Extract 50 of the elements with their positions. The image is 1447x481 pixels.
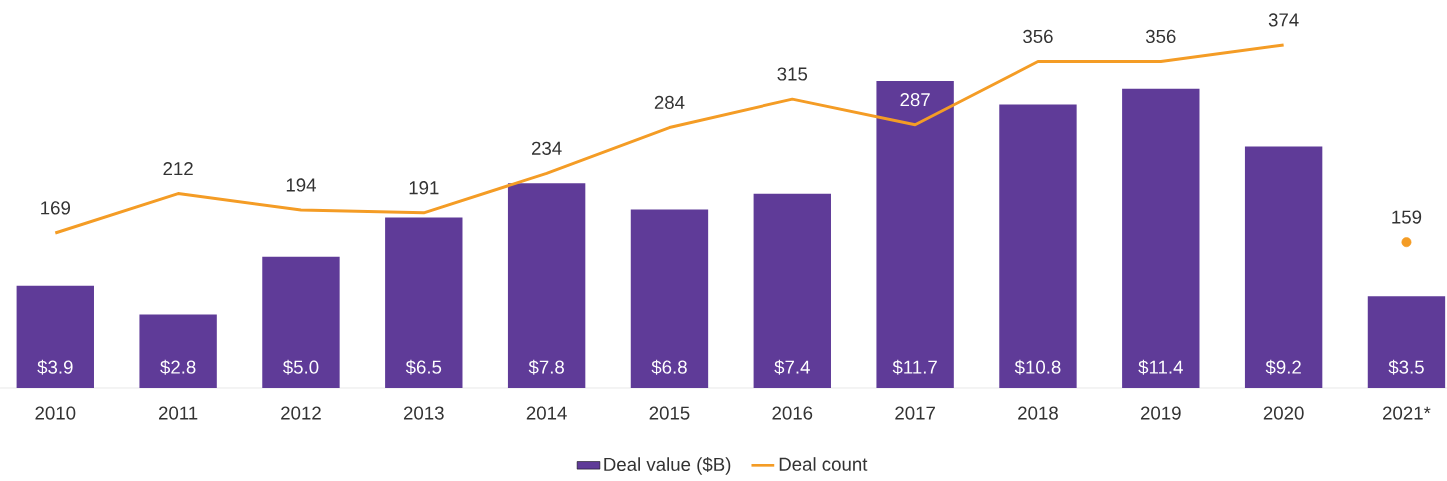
bar xyxy=(876,80,954,388)
x-tick-label: 2015 xyxy=(649,406,690,420)
bar xyxy=(16,285,94,388)
bar xyxy=(999,104,1077,388)
bar xyxy=(630,209,709,388)
data-label: 169 xyxy=(41,201,70,215)
data-label: $11.7 xyxy=(892,359,937,375)
data-label: $6.8 xyxy=(651,359,687,375)
data-label: $6.5 xyxy=(405,359,442,375)
bar xyxy=(753,193,831,388)
x-tick-label: 2018 xyxy=(1018,406,1058,420)
data-label: $7.4 xyxy=(774,359,810,375)
bar xyxy=(385,217,463,388)
data-label: $5.0 xyxy=(283,359,319,375)
data-label: 315 xyxy=(777,67,808,81)
data-label: 284 xyxy=(654,95,685,110)
data-label: 159 xyxy=(1392,210,1422,224)
data-label: 191 xyxy=(409,181,439,195)
bar xyxy=(507,183,586,388)
data-label: 374 xyxy=(1268,13,1299,27)
x-tick-label: 2014 xyxy=(526,406,567,420)
legend-label: Deal count xyxy=(779,457,868,471)
data-label: $11.4 xyxy=(1138,359,1183,375)
bar xyxy=(139,314,217,388)
data-label: 194 xyxy=(286,178,316,192)
data-label: 212 xyxy=(163,162,193,176)
x-tick-label: 2016 xyxy=(772,406,813,420)
x-tick-label: 2020 xyxy=(1263,406,1304,420)
bar xyxy=(262,256,340,388)
data-label: 356 xyxy=(1145,29,1176,44)
bar xyxy=(1122,88,1200,388)
x-tick-label: 2011 xyxy=(159,406,198,420)
data-label: $2.8 xyxy=(160,359,196,375)
data-label: $9.2 xyxy=(1265,359,1301,375)
data-label: 234 xyxy=(532,141,562,155)
x-tick-label: 2021* xyxy=(1383,406,1431,420)
x-tick-label: 2013 xyxy=(403,406,444,420)
x-tick-label: 2017 xyxy=(895,406,935,420)
legend-label: Deal value ($B) xyxy=(604,457,731,475)
bar xyxy=(1367,296,1446,388)
x-tick-label: 2012 xyxy=(281,406,321,420)
data-label: $3.5 xyxy=(1388,359,1424,375)
data-label: $10.8 xyxy=(1014,359,1061,375)
bar xyxy=(1244,146,1323,388)
data-label: $3.9 xyxy=(37,359,73,375)
x-tick-label: 2010 xyxy=(35,406,76,420)
data-label: 287 xyxy=(900,93,930,107)
data-label: 356 xyxy=(1023,29,1053,44)
data-label: $7.8 xyxy=(528,359,564,375)
x-tick-label: 2019 xyxy=(1140,406,1181,420)
